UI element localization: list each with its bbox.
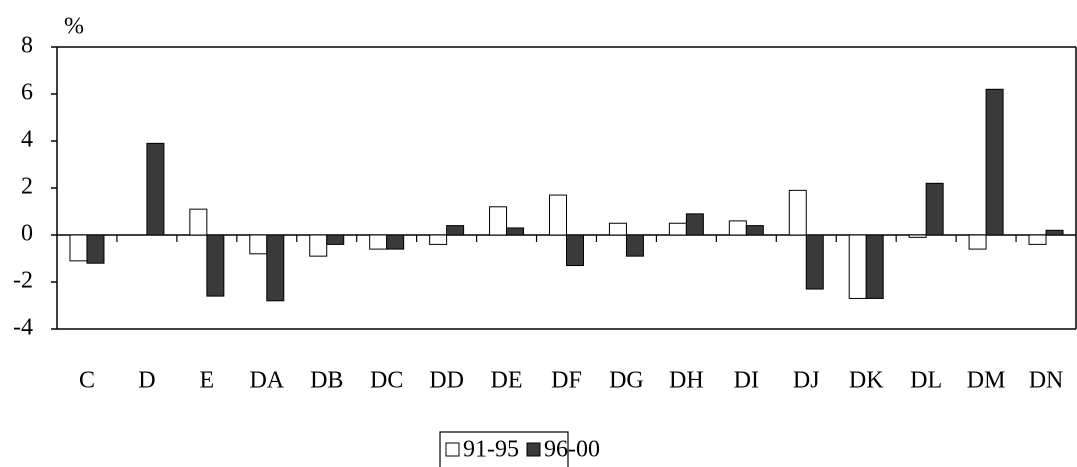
bar [668,222,687,236]
y-tick-label: 0 [21,221,33,247]
bar [908,234,927,238]
x-tick-label: DH [669,368,704,394]
legend-swatch [526,442,541,457]
bar [608,222,627,236]
x-tick-label: DF [551,368,582,394]
bar [506,227,525,236]
y-tick-label: 2 [21,174,33,200]
x-tick-label: DE [491,368,523,394]
bar [865,234,884,299]
x-tick-label: D [138,368,155,394]
bar [309,234,328,257]
x-tick-label: DI [734,368,759,394]
legend-label: 91-95 [463,437,519,463]
x-tick-label: E [200,368,215,394]
bar [249,234,268,255]
bar [489,206,508,236]
x-tick-label: DN [1029,368,1064,394]
bar [369,234,388,250]
bar [549,194,567,236]
bar [206,234,225,297]
bar [69,234,88,262]
y-tick-label: -4 [13,315,33,341]
x-tick-label: DB [310,368,343,394]
bar [446,225,465,236]
x-tick-label: DJ [793,368,820,394]
bar [326,234,345,245]
bar [1045,229,1064,236]
x-tick-label: DL [910,368,942,394]
bar [266,234,285,302]
legend-swatch [445,442,460,457]
y-tick-label: -2 [13,268,33,294]
x-tick-label: DA [249,368,284,394]
bar [968,234,987,250]
bar [805,234,824,290]
bar [625,234,644,257]
y-tick-label: 8 [21,33,33,59]
x-tick-label: DK [849,368,884,394]
bar [745,225,764,236]
legend-label: 96-00 [544,437,600,463]
bar [566,234,584,267]
bar [925,182,944,236]
bar [146,142,165,236]
bar [386,234,405,250]
bar [788,189,807,236]
bar [728,220,747,236]
bar [429,234,448,245]
bar [189,208,208,236]
x-tick-label: DG [609,368,644,394]
x-tick-label: DM [967,368,1006,394]
y-tick-label: 4 [21,127,33,153]
bar [1028,234,1047,245]
bar [848,234,867,299]
legend-box [439,431,569,467]
bar [985,88,1004,236]
y-axis-label: % [64,14,84,40]
x-tick-label: DC [370,368,403,394]
y-tick-label: 6 [21,80,33,106]
bar [685,213,704,236]
x-tick-label: C [79,368,95,394]
bar [86,234,105,264]
x-tick-label: DD [429,368,464,394]
